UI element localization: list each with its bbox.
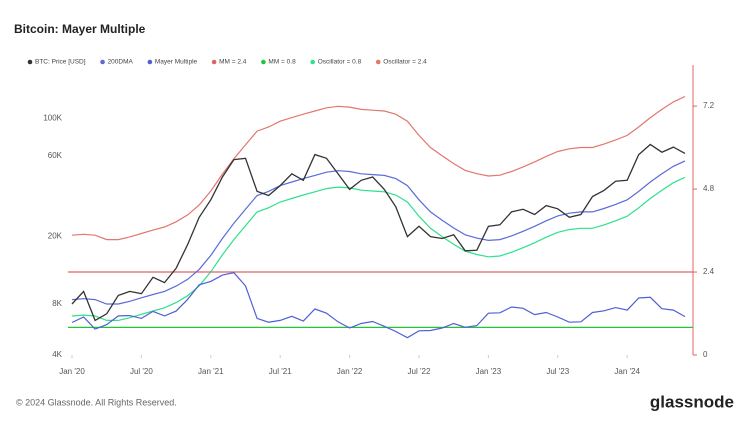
y2-tick-label: 4.8 — [703, 184, 715, 193]
legend-label: Oscillator = 0.8 — [318, 59, 362, 66]
y-tick-label: 20K — [48, 232, 63, 241]
y2-tick-label: 7.2 — [703, 101, 715, 110]
legend: BTC: Price [USD] 200DMA Mayer Multiple MM =… — [27, 59, 427, 66]
series-line — [71, 143, 686, 322]
series-line — [71, 272, 686, 339]
legend-marker — [100, 59, 105, 65]
y-tick-label: 4K — [52, 350, 62, 359]
brand: glassnode — [650, 392, 734, 411]
x-tick-label: Jan '21 — [198, 367, 224, 376]
legend-label: MM = 2.4 — [219, 59, 247, 66]
series-line — [71, 176, 686, 321]
x-tick-label: Jan '20 — [59, 367, 85, 376]
legend-marker — [147, 59, 153, 65]
x-tick-label: Jan '24 — [614, 367, 640, 376]
x-tick-label: Jul '23 — [546, 367, 569, 376]
series-line — [71, 95, 686, 241]
y2-tick-label: 2.4 — [703, 267, 715, 276]
legend-marker — [310, 59, 315, 65]
x-tick-label: Jul '20 — [130, 367, 153, 376]
x-tick-label: Jul '22 — [408, 367, 431, 376]
legend-label: Oscillator = 2.4 — [383, 59, 427, 66]
legend-label: Mayer Multiple — [155, 59, 198, 66]
x-tick-label: Jan '23 — [476, 367, 502, 376]
x-tick-label: Jul '21 — [269, 367, 292, 376]
legend-marker — [27, 59, 33, 65]
legend-marker — [211, 59, 217, 65]
y-tick-label: 8K — [52, 299, 62, 308]
y2-tick-label: 0 — [703, 350, 708, 359]
legend-marker — [375, 59, 381, 65]
x-tick-label: Jan '22 — [337, 367, 363, 376]
legend-label: 200DMA — [108, 59, 134, 66]
y-tick-label: 100K — [43, 113, 62, 122]
legend-label: BTC: Price [USD] — [35, 59, 86, 66]
legend-marker — [261, 59, 266, 65]
y-tick-label: 60K — [48, 151, 63, 160]
copyright: © 2024 Glassnode. All Rights Reserved. — [16, 397, 177, 407]
chart-title: Bitcoin: Mayer Multiple — [14, 22, 146, 36]
legend-label: MM = 0.8 — [268, 59, 296, 66]
